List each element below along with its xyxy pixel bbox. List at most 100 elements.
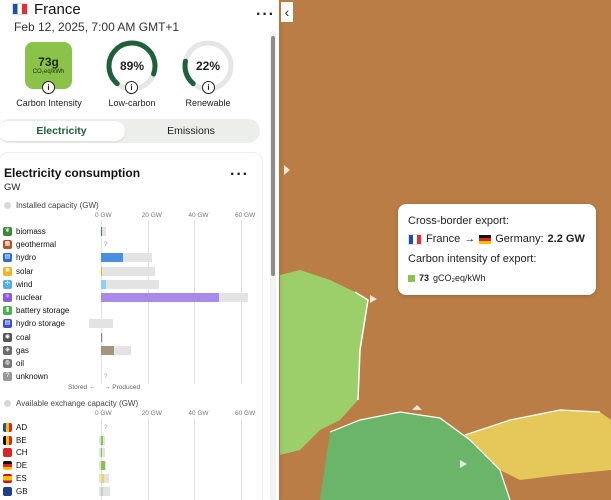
collapse-panel-button[interactable]: ‹ — [281, 2, 293, 22]
production-bar[interactable] — [101, 253, 124, 263]
info-icon[interactable]: i — [202, 81, 215, 94]
prod-tick-label: 0 GW — [95, 212, 112, 219]
tab-electricity[interactable]: Electricity — [0, 121, 125, 141]
exchange-row[interactable]: GB — [3, 486, 28, 497]
ex-tick-label: 40 GW — [188, 410, 209, 417]
info-icon[interactable]: i — [42, 81, 55, 94]
source-label: geothermal — [16, 240, 57, 250]
source-row[interactable]: ✹ solar — [3, 266, 33, 277]
unknown-icon: ? — [3, 372, 12, 382]
prod-gridline — [241, 220, 242, 384]
capacity-bar — [101, 266, 155, 276]
tooltip-arrow: → — [464, 233, 476, 245]
more-options-icon[interactable]: ··· — [256, 6, 275, 23]
source-row[interactable]: ? unknown — [3, 371, 48, 382]
unknown-marker: ? — [104, 373, 108, 381]
wind-icon: ✢ — [3, 279, 12, 289]
source-label: oil — [16, 359, 25, 368]
exchange-bar[interactable] — [101, 486, 104, 496]
exchange-bar[interactable] — [101, 473, 104, 483]
carbon-intensity-unit: CO₂eq/kWh — [32, 69, 65, 75]
legend-dot-icon — [4, 400, 11, 407]
exchange-capacity-legend[interactable]: Available exchange capacity (GW) — [4, 399, 138, 408]
source-row[interactable]: ▮ battery storage — [3, 305, 69, 316]
capacity-bar — [89, 319, 113, 329]
exchange-bar[interactable] — [101, 435, 103, 445]
exchange-row[interactable]: BE — [3, 435, 27, 446]
scrollbar-thumb[interactable] — [271, 36, 275, 276]
consumption-card — [0, 152, 263, 500]
country-name: France — [34, 0, 81, 18]
carbon-intensity-label: Carbon Intensity — [16, 98, 82, 108]
export-tooltip: Cross-border export: France → Germany: 2… — [398, 204, 596, 295]
tooltip-from: France — [426, 233, 461, 245]
tooltip-ci-value: 73 — [419, 273, 430, 283]
exchange-row[interactable]: AD — [3, 422, 27, 433]
geothermal-icon: ▦ — [3, 240, 12, 250]
legend-dot-icon — [4, 202, 11, 209]
tooltip-title: Cross-border export: — [408, 215, 509, 227]
region-austria — [465, 410, 611, 480]
source-label: biomass — [16, 227, 46, 236]
produced-label: → Produced — [104, 384, 141, 391]
capacity-bar — [101, 253, 153, 263]
tooltip-to: Germany: — [495, 233, 544, 245]
installed-capacity-label: Installed capacity (GW) — [16, 201, 99, 210]
de-flag-icon — [3, 461, 12, 471]
tooltip-ci: 73 gCO₂eq/kWh — [408, 273, 486, 283]
low-carbon-label: Low-carbon — [108, 98, 156, 108]
ex-tick-label: 60 GW — [235, 410, 256, 417]
es-flag-icon — [3, 473, 12, 483]
france-flag-icon — [408, 233, 422, 245]
region-italy-north — [320, 412, 510, 500]
germany-flag-icon — [479, 234, 492, 244]
production-bar[interactable] — [101, 279, 107, 289]
side-panel: France Feb 12, 2025, 7:00 AM GMT+1 ··· 7… — [0, 0, 279, 500]
oil-icon: ◍ — [3, 359, 12, 368]
tab-emissions[interactable]: Emissions — [167, 125, 215, 137]
source-row[interactable]: ▦ geothermal — [3, 239, 56, 250]
prod-gridline — [194, 220, 196, 384]
source-row[interactable]: ❦ biomass — [3, 226, 46, 237]
production-bar[interactable] — [101, 266, 103, 276]
source-row[interactable]: ◈ gas — [3, 345, 29, 356]
source-label: coal — [16, 332, 31, 342]
production-bar[interactable] — [101, 293, 219, 302]
ex-gridline — [194, 418, 196, 500]
exchange-row[interactable]: CH — [3, 447, 28, 458]
prod-tick-label: 60 GW — [235, 212, 256, 219]
production-bar[interactable] — [101, 227, 103, 236]
info-icon[interactable]: i — [125, 81, 138, 94]
exchange-bar[interactable] — [101, 448, 103, 458]
installed-capacity-legend[interactable]: Installed capacity (GW) — [4, 201, 99, 210]
card-options-icon[interactable]: ··· — [230, 166, 249, 183]
exchange-row[interactable]: ES — [3, 473, 27, 484]
capacity-bar — [101, 332, 104, 342]
source-row[interactable]: ◍ oil — [3, 358, 24, 369]
stored-label: Stored ← — [68, 384, 96, 391]
carbon-intensity-value: 73g — [38, 55, 59, 69]
card-title: Electricity consumption — [4, 166, 141, 180]
exchange-bar[interactable] — [101, 461, 105, 471]
source-row[interactable]: ▤ hydro storage — [3, 318, 65, 329]
capacity-bar — [101, 227, 107, 236]
solar-icon: ✹ — [3, 266, 12, 276]
mode-tabs: Electricity Emissions — [0, 119, 260, 143]
source-row[interactable]: ◉ coal — [3, 332, 31, 343]
tooltip-ci-title: Carbon intensity of export: — [408, 253, 537, 265]
capacity-bar — [101, 359, 103, 368]
exchange-row[interactable]: DE — [3, 460, 27, 471]
unknown-marker: ? — [104, 424, 108, 431]
battery-storage-icon: ▮ — [3, 306, 12, 316]
prod-gridline — [147, 220, 149, 384]
export-arrow-icon — [284, 165, 467, 468]
source-row[interactable]: ✢ wind — [3, 279, 32, 290]
source-label: hydro storage — [16, 319, 65, 329]
source-row[interactable]: ▤ hydro — [3, 252, 36, 263]
country-code: CH — [16, 448, 28, 458]
panel-header: France — [12, 0, 81, 18]
source-row[interactable]: ⚛ nuclear — [3, 292, 42, 303]
production-bar[interactable] — [101, 345, 114, 355]
gas-icon: ◈ — [3, 345, 12, 355]
unknown-marker: ? — [104, 241, 108, 249]
